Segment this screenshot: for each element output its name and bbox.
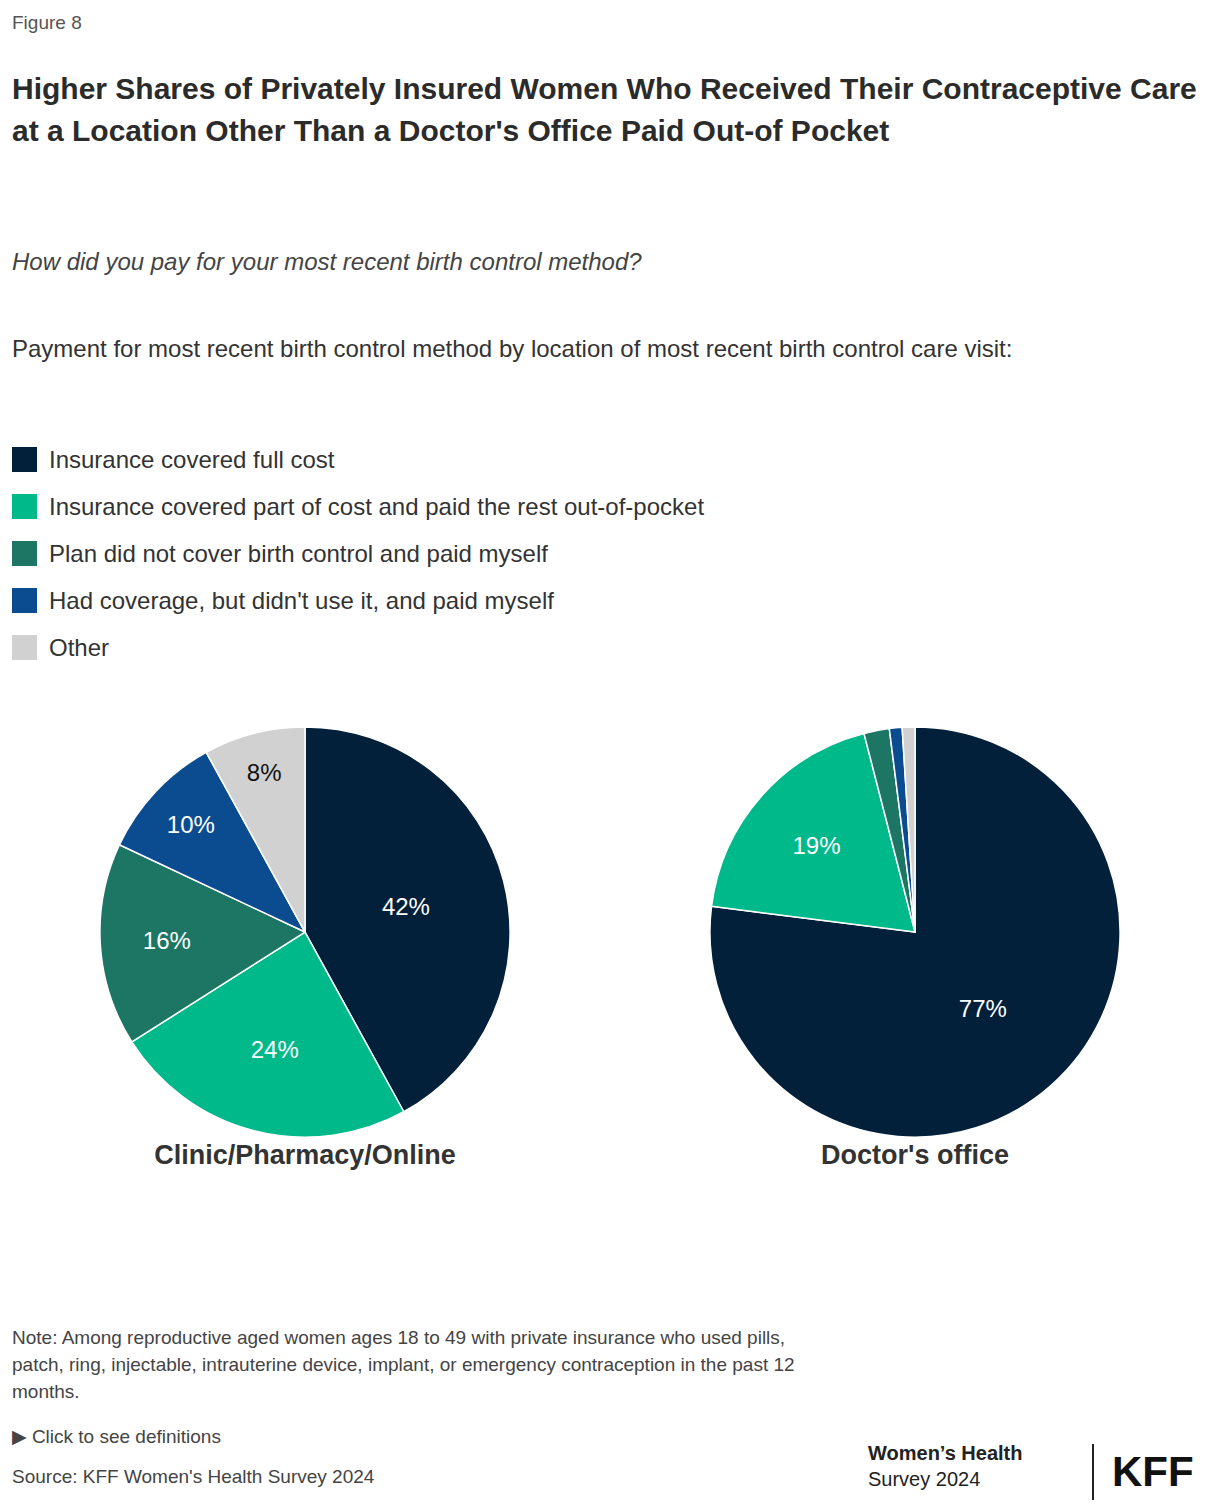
- svg-text:8%: 8%: [247, 759, 282, 786]
- html-text:Payment for most recent birth: Payment for most recent birth control me…: [12, 335, 1013, 362]
- html-text:How did you pay for your most: How did you pay for your most recent bir…: [12, 248, 642, 275]
- html-text:Figure 8: Figure 8: [12, 12, 82, 33]
- svg-text:Doctor's office: Doctor's office: [821, 1140, 1009, 1170]
- html-text:Insurance covered full cost: Insurance covered full cost: [49, 445, 335, 473]
- html-text:Survey 2024: Survey 2024: [868, 1468, 981, 1490]
- svg-text:16%: 16%: [143, 927, 191, 954]
- svg-text:24%: 24%: [251, 1036, 299, 1063]
- html-text:Insurance covered part of cost: Insurance covered part of cost and paid …: [49, 492, 704, 520]
- svg-text:77%: 77%: [959, 995, 1007, 1022]
- html-text:Had coverage, but didn't use i: Had coverage, but didn't use it, and pai…: [49, 586, 554, 614]
- html-text:KFF: KFF: [1112, 1448, 1194, 1495]
- html-text:▶ Click to see definitions: ▶ Click to see definitions: [12, 1426, 221, 1447]
- svg-text:Clinic/Pharmacy/Online: Clinic/Pharmacy/Online: [154, 1140, 456, 1170]
- html-text:Source: KFF Women's Health Sur: Source: KFF Women's Health Survey 2024: [12, 1466, 375, 1487]
- html-text:Higher Shares of Privately Ins: Higher Shares of Privately Insured Women…: [12, 72, 1197, 147]
- svg-text:42%: 42%: [382, 893, 430, 920]
- html-text:Note: Among reproductive aged: Note: Among reproductive aged women ages…: [12, 1327, 795, 1402]
- svg-text:10%: 10%: [167, 811, 215, 838]
- html-text:Women’s Health: Women’s Health: [868, 1442, 1023, 1464]
- html-text:Other: Other: [49, 633, 109, 661]
- svg-text:19%: 19%: [792, 832, 840, 859]
- html-text:Plan did not cover birth contr: Plan did not cover birth control and pai…: [49, 539, 548, 567]
